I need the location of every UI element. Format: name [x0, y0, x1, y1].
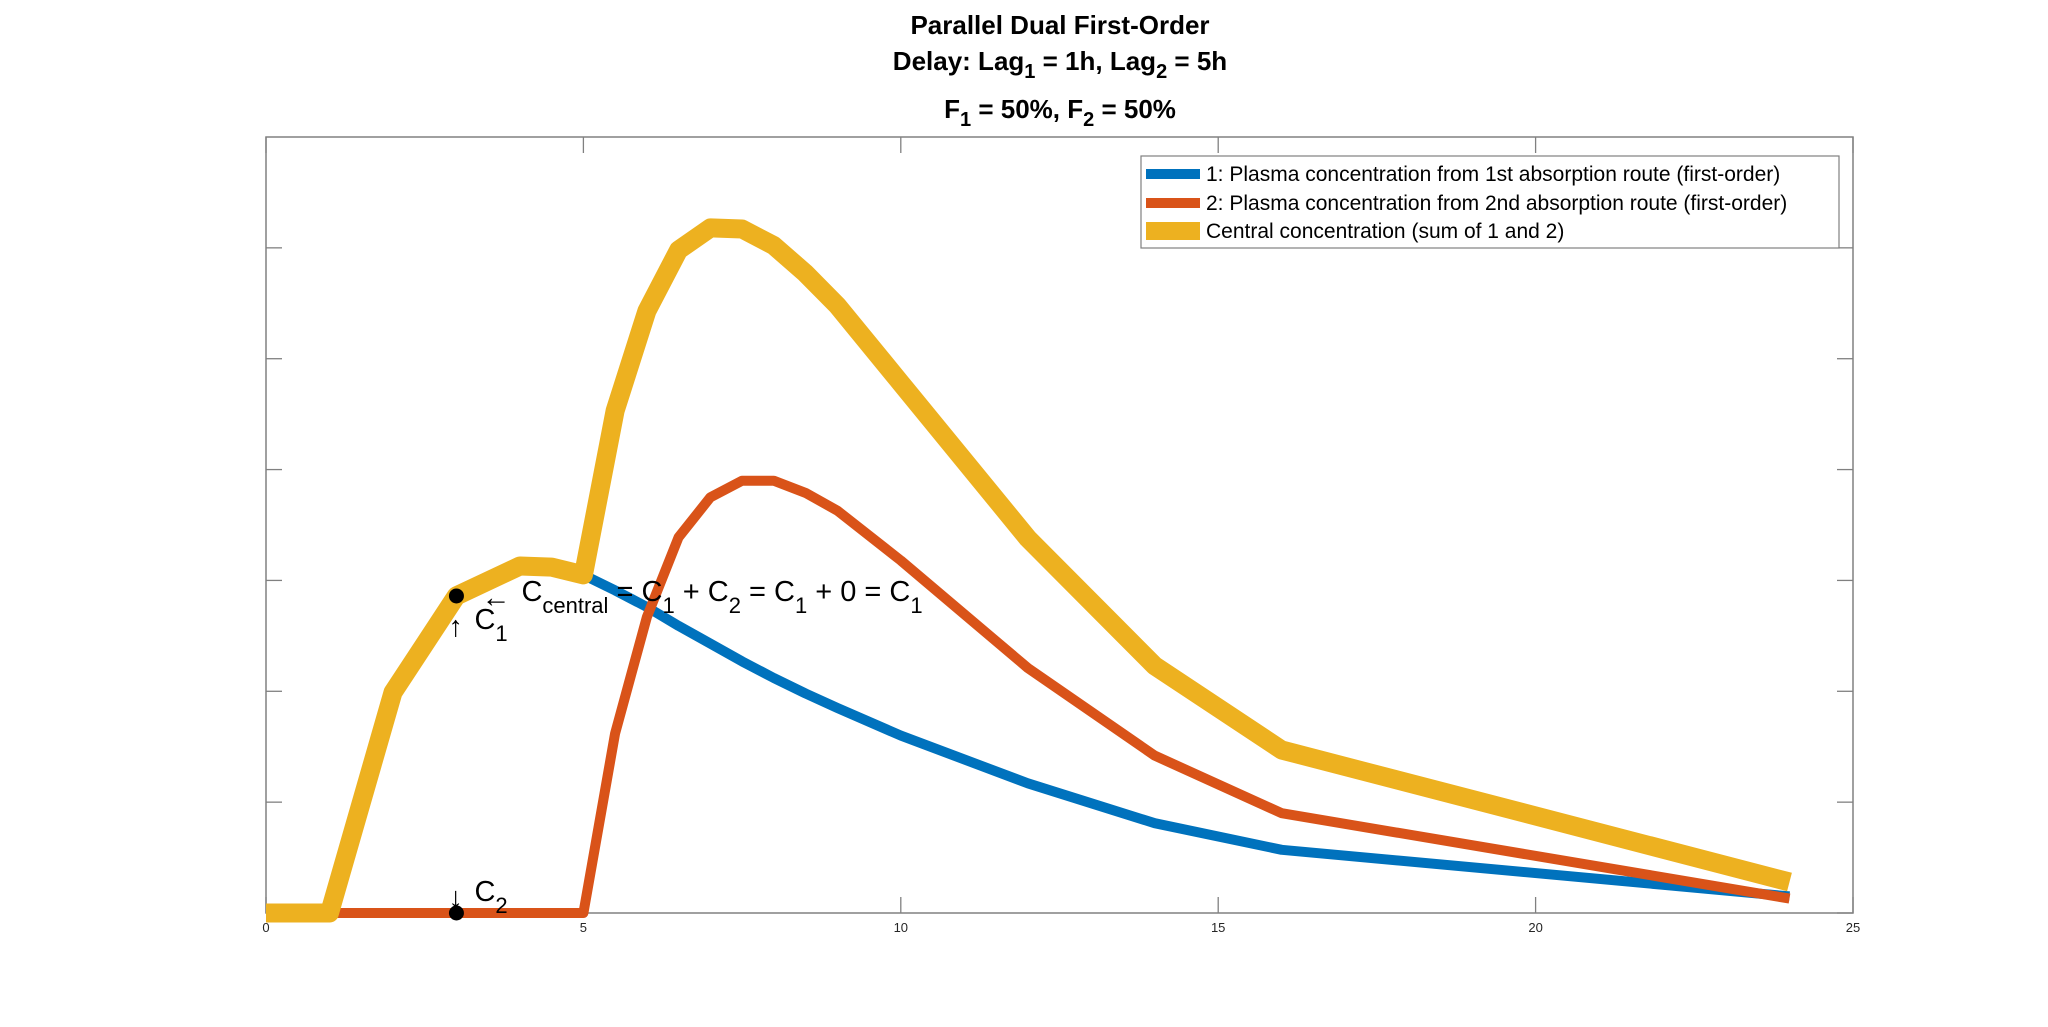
legend-swatch-1 — [1146, 169, 1200, 179]
chart-title: Parallel Dual First-Order Delay: Lag1 = … — [893, 10, 1227, 131]
c1-label-part: C — [474, 604, 495, 636]
title-line-2: Delay: Lag1 = 1h, Lag2 = 5h — [893, 46, 1227, 83]
series-line-2 — [266, 475, 1791, 918]
axis-ticks — [265, 137, 1854, 914]
annotations: ← Ccentral = C1 + C2 = C1 + 0 = C1↑ C1↓ C2 — [448, 576, 923, 921]
marker-c1 — [448, 588, 464, 604]
title-line-2-part: = 1h, Lag — [1035, 46, 1156, 76]
x-tick-labels: 0 5 10 15 20 25 — [262, 920, 1860, 935]
title-line-3-part: F — [944, 94, 960, 124]
legend-swatch-2 — [1146, 198, 1200, 208]
legend-box — [1140, 155, 1840, 249]
equation-part: 1 — [910, 593, 922, 618]
c1-label: C1 — [474, 604, 507, 646]
equation-part: 1 — [795, 593, 807, 618]
legend-label-2: 2: Plasma concentration from 2nd absorpt… — [1206, 192, 1787, 215]
equation-part: = C — [608, 576, 662, 608]
legend-label-1: 1: Plasma concentration from 1st absorpt… — [1206, 163, 1780, 186]
equation-part: 1 — [662, 593, 674, 618]
title-line-3-part: = 50%, F — [971, 94, 1083, 124]
c2-label: C2 — [474, 876, 507, 918]
title-line-2-part: 1 — [1024, 61, 1035, 83]
marker-c2 — [448, 905, 464, 921]
x-tick-label: 15 — [1211, 920, 1225, 935]
series-line-3 — [266, 218, 1792, 923]
c2-label-part: 2 — [495, 893, 507, 918]
title-line-3: F1 = 50%, F2 = 50% — [944, 94, 1176, 131]
arrow-left-icon: ← — [481, 582, 510, 614]
equation-part: + 0 = C — [807, 576, 910, 608]
x-tick-label: 0 — [262, 920, 269, 935]
equation-part: + C — [675, 576, 729, 608]
title-line-2-part: 2 — [1156, 61, 1167, 83]
x-tick-label: 10 — [894, 920, 908, 935]
series-layer — [265, 218, 1792, 923]
equation-part: = C — [741, 576, 795, 608]
c1-label-part: 1 — [495, 621, 507, 646]
c2-label-part: C — [474, 876, 495, 908]
axes-box — [265, 136, 1854, 914]
arrow-up-icon: ↑ — [448, 611, 463, 643]
legend[interactable]: 1: Plasma concentration from 1st absorpt… — [1140, 155, 1840, 249]
title-line-3-part: 2 — [1083, 109, 1094, 131]
arrow-down-icon: ↓ — [448, 882, 463, 914]
title-line-1: Parallel Dual First-Order — [910, 10, 1209, 40]
equation-part: 2 — [729, 593, 741, 618]
legend-swatch-3 — [1146, 222, 1200, 240]
equation-part: central — [542, 593, 608, 618]
title-line-2-part: = 5h — [1167, 46, 1227, 76]
central-equation-label: Ccentral = C1 + C2 = C1 + 0 = C1 — [521, 576, 922, 618]
equation-part: C — [521, 576, 542, 608]
x-tick-label: 20 — [1528, 920, 1542, 935]
title-line-3-part: 1 — [960, 109, 971, 131]
legend-label-3: Central concentration (sum of 1 and 2) — [1206, 220, 1564, 243]
x-tick-label: 5 — [580, 920, 587, 935]
x-tick-label: 25 — [1846, 920, 1860, 935]
title-line-2-part: Delay: Lag — [893, 46, 1025, 76]
title-line-3-part: = 50% — [1094, 94, 1176, 124]
